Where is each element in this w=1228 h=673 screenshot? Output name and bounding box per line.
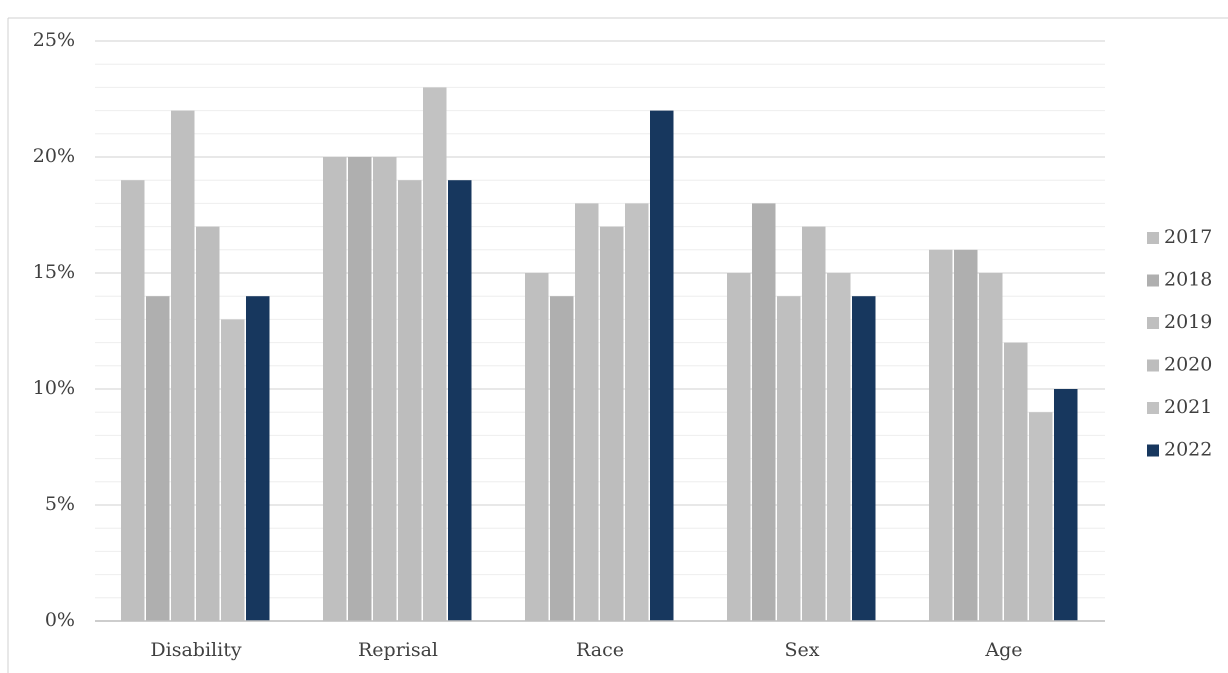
bar [221,319,245,621]
bar [575,203,599,621]
bar [727,273,751,621]
bar [196,226,220,621]
x-tick-label: Sex [785,639,820,661]
bar [827,273,851,621]
y-tick-label: 0% [45,609,75,631]
y-tick-label: 15% [33,261,75,283]
bar [323,157,347,621]
bar [802,226,826,621]
x-tick-label: Disability [150,639,241,661]
legend-swatch [1147,359,1159,372]
bar [1054,389,1078,621]
legend-label: 2018 [1164,269,1212,291]
bar [600,226,624,621]
legend-swatch [1147,274,1159,287]
y-tick-label: 25% [33,29,75,51]
bar [448,180,472,621]
bar [852,296,876,621]
bar [171,110,195,621]
bar [398,180,422,621]
legend-swatch [1147,232,1159,244]
bar [1004,342,1028,621]
bar [752,203,776,621]
bar [777,296,801,621]
bar [550,296,574,621]
y-tick-label: 5% [45,493,75,515]
x-tick-label: Race [576,639,624,661]
bar [979,273,1003,621]
legend-label: 2017 [1164,226,1212,248]
legend-swatch [1147,317,1159,329]
legend-swatch [1147,402,1159,414]
legend-label: 2020 [1164,354,1212,376]
bar [121,180,145,621]
legend-label: 2019 [1164,311,1212,333]
bar [1029,412,1053,621]
bar [423,87,447,621]
bar [650,110,674,621]
y-tick-label: 20% [33,145,75,167]
bar [625,203,649,621]
legend-swatch [1147,444,1159,457]
bar [954,249,978,622]
y-tick-label: 10% [33,377,75,399]
x-tick-label: Reprisal [358,639,438,661]
bar [348,157,372,621]
bar [246,296,270,621]
x-tick-label: Age [984,639,1022,661]
legend-label: 2022 [1164,439,1212,461]
bar [525,273,549,621]
bar [146,296,170,621]
bar [373,157,397,621]
legend-label: 2021 [1164,396,1212,418]
bar [929,249,953,622]
